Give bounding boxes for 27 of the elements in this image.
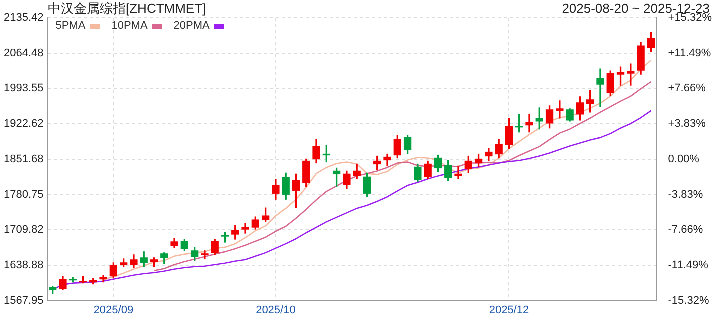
y-tick-label: 1567.95 bbox=[4, 294, 44, 307]
y2-tick-label: +7.66% bbox=[668, 82, 706, 95]
y2-tick-label: -3.83% bbox=[668, 188, 704, 201]
y-tick-label: 1851.68 bbox=[4, 153, 44, 166]
y2-tick-label: -15.32% bbox=[668, 294, 710, 307]
y2-tick-label: +11.49% bbox=[668, 47, 712, 60]
legend-label: 20PMA bbox=[174, 20, 210, 32]
legend-label: 10PMA bbox=[112, 20, 148, 32]
y-tick-label: 1638.88 bbox=[4, 259, 44, 272]
x-tick-label: 2025/10 bbox=[256, 304, 296, 316]
y2-tick-label: 0.00% bbox=[668, 153, 700, 166]
chart-title: 中汉金属综指[ZHCTMMET] bbox=[48, 0, 206, 18]
y-tick-label: 2135.42 bbox=[4, 12, 44, 24]
y2-tick-label: -7.66% bbox=[668, 224, 704, 236]
candlestick bbox=[201, 250, 209, 260]
x-tick-label: 2025/12 bbox=[489, 304, 530, 316]
candlestick bbox=[221, 232, 230, 243]
y-tick-label: 1709.82 bbox=[4, 224, 44, 236]
y-tick-label: 1780.75 bbox=[4, 188, 44, 201]
y-tick-label: 2064.48 bbox=[4, 47, 44, 60]
y-tick-label: 1922.62 bbox=[4, 118, 44, 130]
x-tick-label: 2025/09 bbox=[94, 304, 134, 316]
legend-label: 5PMA bbox=[56, 20, 86, 32]
y-tick-label: 1993.55 bbox=[4, 82, 44, 95]
y2-tick-label: +15.32% bbox=[668, 12, 712, 24]
y2-tick-label: +3.83% bbox=[668, 118, 706, 130]
y2-tick-label: -11.49% bbox=[668, 259, 709, 272]
